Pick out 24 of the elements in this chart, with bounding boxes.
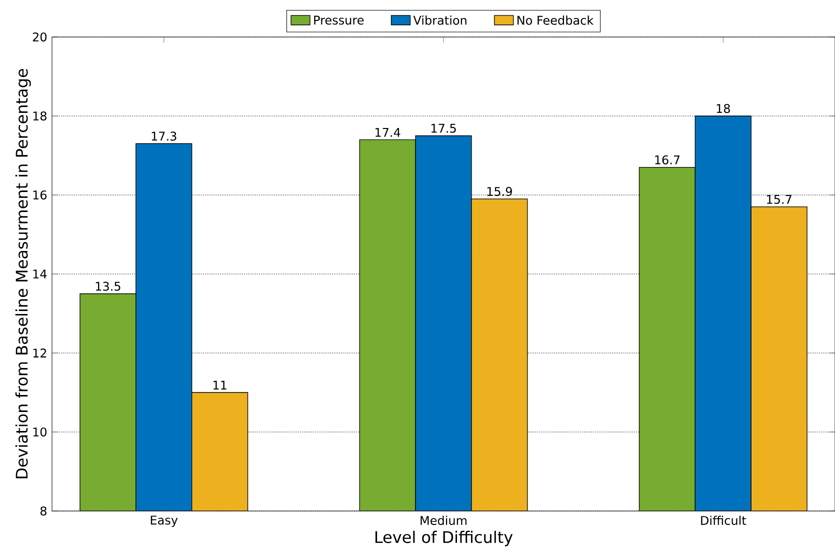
y-tick-label: 18 (33, 111, 46, 121)
x-tick-label: Easy (150, 516, 178, 527)
x-tick-label: Medium (420, 516, 466, 525)
x-tick-label: Difficult (701, 516, 746, 525)
data-label: 16.7 (655, 155, 680, 164)
data-label: 17.4 (376, 128, 400, 137)
data-label: 17.5 (431, 124, 456, 133)
y-axis-title: Deviation from Baseline Measurment in Percentage (15, 68, 31, 478)
y-tick-label: 16 (33, 190, 47, 200)
data-label: 17.3 (152, 132, 176, 141)
legend-label: Vibration (413, 16, 466, 25)
data-label: 18 (716, 104, 730, 114)
x-axis-title: Level of Difficulty (375, 530, 513, 546)
legend-label: Pressure (314, 16, 364, 25)
data-label: 15.7 (767, 194, 792, 204)
y-tick-label: 20 (32, 32, 46, 42)
data-label: 13.5 (96, 282, 120, 291)
y-tick-label: 14 (33, 270, 47, 278)
y-tick-label: 10 (33, 427, 46, 437)
legend-label: No Feedback (518, 16, 594, 25)
data-label: 15.9 (487, 186, 512, 196)
y-tick-label: 12 (33, 348, 46, 358)
y-tick-label: 8 (40, 506, 46, 516)
data-label: 11 (213, 380, 226, 390)
